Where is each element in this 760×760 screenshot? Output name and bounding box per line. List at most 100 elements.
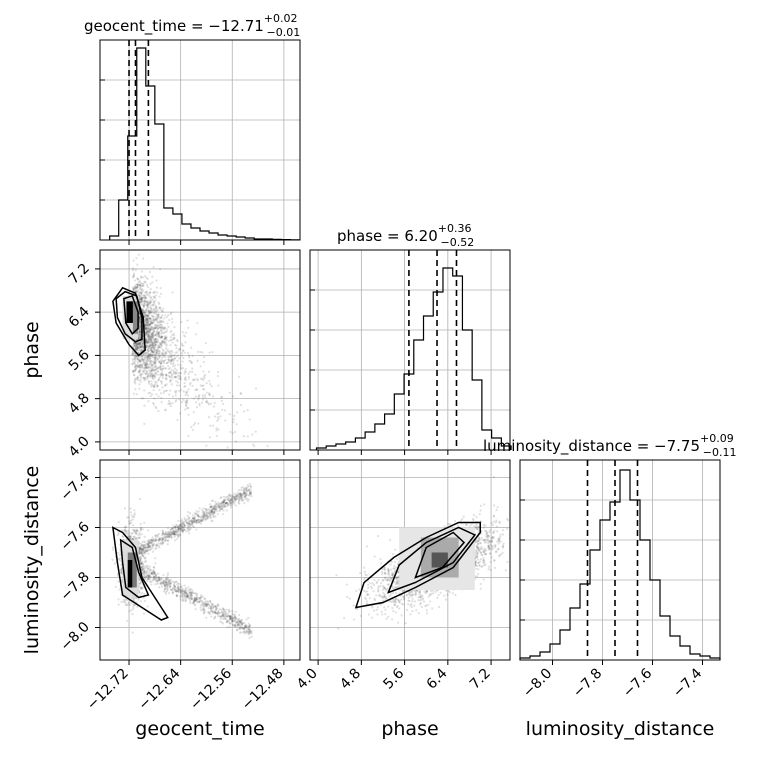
sample-point <box>207 611 210 614</box>
sample-point <box>174 343 177 347</box>
sample-point <box>153 340 156 344</box>
sample-point <box>138 315 141 319</box>
sample-point <box>158 321 161 324</box>
sample-point <box>205 514 209 517</box>
sample-point <box>159 286 162 290</box>
sample-point <box>132 342 135 345</box>
sample-point <box>210 505 213 509</box>
sample-point <box>149 309 152 312</box>
sample-point <box>239 392 242 395</box>
sample-point <box>159 581 162 585</box>
sample-point <box>189 588 192 591</box>
sample-point <box>179 520 182 523</box>
sample-point <box>144 363 147 367</box>
sample-point <box>164 384 167 387</box>
sample-point <box>142 567 145 570</box>
sample-point <box>148 540 152 544</box>
sample-point <box>161 310 164 313</box>
sample-point <box>160 341 163 344</box>
sample-point <box>177 527 180 530</box>
sample-point <box>148 316 151 320</box>
sample-point <box>144 546 147 549</box>
sample-point <box>239 493 243 496</box>
sample-point <box>147 312 150 315</box>
sample-point <box>198 600 201 603</box>
sample-point <box>145 330 149 333</box>
sample-point <box>177 526 180 529</box>
sample-point <box>151 298 154 301</box>
sample-point <box>138 358 142 361</box>
sample-point <box>133 344 136 348</box>
sample-point <box>139 346 143 349</box>
sample-point <box>171 321 174 324</box>
sample-point <box>219 620 222 623</box>
sample-point <box>184 378 188 382</box>
sample-point <box>140 548 144 551</box>
sample-point <box>210 511 214 514</box>
sample-point <box>159 336 162 340</box>
sample-point <box>168 401 171 404</box>
sample-point <box>171 533 174 536</box>
sample-point <box>177 534 180 537</box>
sample-point <box>155 326 159 329</box>
sample-point <box>155 332 159 335</box>
sample-point <box>194 512 197 516</box>
sample-point <box>154 539 157 542</box>
sample-point <box>180 595 183 598</box>
sample-point <box>140 359 143 362</box>
sample-point <box>476 542 480 545</box>
sample-point <box>154 547 157 551</box>
sample-point <box>139 527 142 530</box>
sample-point <box>124 532 128 535</box>
sample-point <box>176 586 179 589</box>
sample-point <box>170 355 173 359</box>
sample-point <box>144 311 147 314</box>
sample-point <box>229 430 232 434</box>
sample-point <box>195 519 198 522</box>
sample-point <box>165 532 168 536</box>
sample-point <box>155 365 158 368</box>
sample-point <box>153 384 156 387</box>
sample-point <box>170 311 173 314</box>
sample-point <box>124 603 128 606</box>
sample-point <box>136 378 139 381</box>
sample-point <box>147 328 150 331</box>
sample-point <box>151 354 154 357</box>
sample-point <box>169 588 172 591</box>
sample-point <box>162 580 165 583</box>
sample-point <box>142 575 146 578</box>
sample-point <box>160 581 163 584</box>
sample-point <box>229 504 232 507</box>
sample-point <box>217 506 221 509</box>
sample-point <box>151 573 154 576</box>
sample-point <box>140 544 143 548</box>
sample-point <box>134 348 137 351</box>
sample-point <box>237 454 239 456</box>
sample-point <box>144 543 147 546</box>
sample-point <box>193 520 196 523</box>
sample-point <box>135 365 138 368</box>
sample-point <box>217 604 220 608</box>
density-contour <box>112 286 146 357</box>
sample-point <box>154 327 157 330</box>
sample-point <box>162 573 165 577</box>
sample-point <box>144 322 147 326</box>
sample-point <box>239 495 242 498</box>
sample-point <box>151 364 154 367</box>
sample-point <box>150 340 154 343</box>
sample-point <box>124 528 127 532</box>
sample-point <box>151 275 154 278</box>
sample-point <box>179 588 182 591</box>
sample-point <box>179 528 182 531</box>
sample-point <box>147 380 151 383</box>
sample-point <box>120 563 123 566</box>
sample-point <box>117 598 120 601</box>
sample-point <box>136 366 139 369</box>
sample-point <box>171 358 174 361</box>
sample-point <box>136 347 139 350</box>
sample-point <box>164 356 167 359</box>
sample-point <box>159 363 162 366</box>
sample-point <box>133 366 137 369</box>
sample-point <box>148 382 151 385</box>
sample-point <box>147 315 150 318</box>
